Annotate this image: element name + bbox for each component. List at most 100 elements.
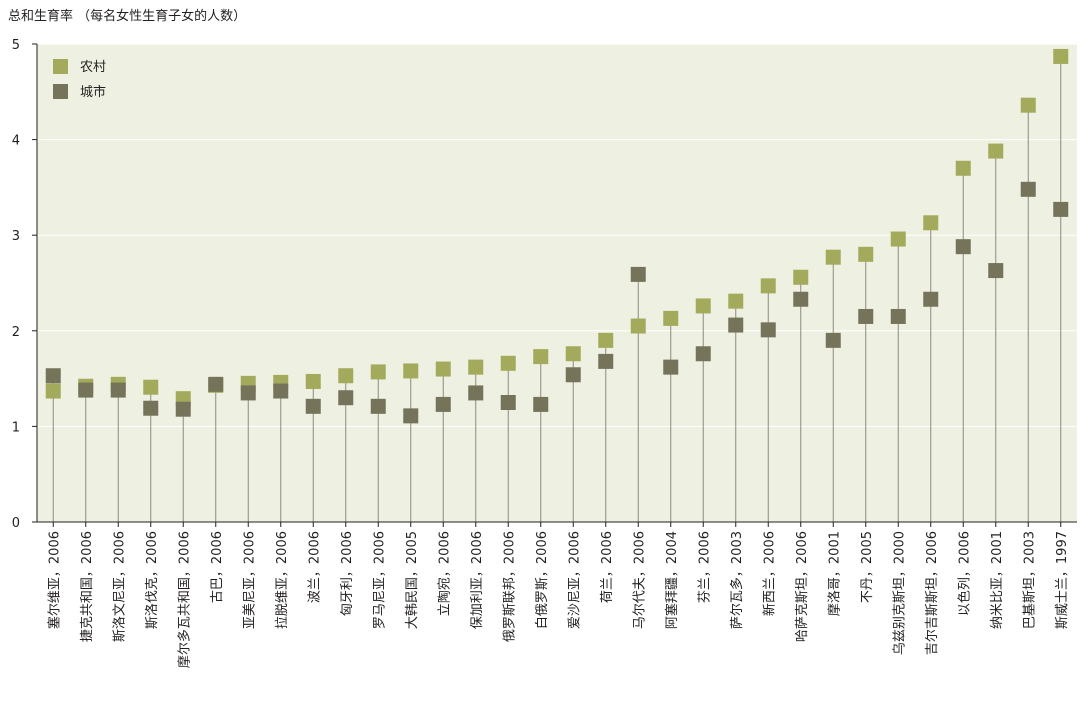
category-label: 以色列，2006	[956, 531, 972, 616]
category-label: 大韩民国，2005	[405, 531, 420, 629]
category-label: 萨尔瓦多，2003	[729, 531, 745, 629]
urban-marker	[858, 308, 874, 324]
legend-swatch	[53, 59, 68, 74]
urban-marker	[793, 291, 809, 307]
category-label: 巴基斯坦，2003	[1022, 531, 1037, 629]
urban-marker	[695, 346, 711, 362]
rural-marker	[435, 361, 451, 377]
category-label: 罗马尼亚，2006	[372, 531, 387, 629]
category-label: 马尔代夫，2006	[632, 531, 647, 629]
legend-swatch	[53, 84, 68, 99]
urban-marker	[825, 332, 841, 348]
urban-marker	[760, 322, 776, 338]
category-label: 哈萨克斯坦，2006	[795, 531, 810, 642]
urban-marker	[598, 353, 614, 369]
urban-marker	[338, 390, 354, 406]
y-tick-label: 1	[12, 420, 20, 435]
rural-marker	[695, 298, 711, 314]
category-label: 保加利亚，2006	[470, 531, 485, 629]
category-label: 斯洛文尼亚，2006	[112, 531, 127, 642]
category-label: 匈牙利，2006	[340, 531, 355, 616]
urban-marker	[663, 359, 679, 375]
urban-marker	[143, 400, 159, 416]
urban-marker	[1020, 181, 1036, 197]
rural-marker	[338, 368, 354, 384]
y-tick-label: 5	[12, 38, 20, 53]
rural-marker	[1020, 97, 1036, 113]
urban-marker	[923, 291, 939, 307]
rural-marker	[793, 269, 809, 285]
rural-marker	[728, 293, 744, 309]
urban-marker	[435, 396, 451, 412]
rural-marker	[890, 231, 906, 247]
rural-marker	[923, 215, 939, 231]
category-label: 阿塞拜疆，2004	[664, 531, 680, 629]
category-label: 波兰，2006	[307, 531, 322, 603]
legend-label: 城市	[80, 84, 106, 100]
rural-marker	[825, 249, 841, 265]
rural-marker	[955, 160, 971, 176]
rural-marker	[370, 364, 386, 380]
urban-marker	[565, 367, 581, 383]
rural-marker	[598, 332, 614, 348]
rural-marker	[305, 373, 321, 389]
legend-label: 农村	[80, 60, 106, 75]
plot-background	[37, 44, 1077, 522]
urban-marker	[110, 382, 126, 398]
rural-marker	[500, 355, 516, 371]
rural-marker	[1053, 48, 1069, 64]
rural-marker	[630, 318, 646, 334]
category-label: 古巴，2006	[210, 531, 225, 603]
rural-marker	[988, 143, 1004, 159]
category-label: 塞尔维亚，2006	[46, 531, 62, 629]
rural-marker	[468, 359, 484, 375]
urban-marker	[208, 376, 224, 392]
urban-marker	[273, 383, 289, 399]
category-label: 立陶宛，2006	[436, 531, 452, 616]
y-tick-label: 0	[12, 516, 20, 531]
rural-marker	[565, 346, 581, 362]
category-label: 捷克共和国，2006	[80, 531, 95, 642]
axes: 0 1 2 3 4 5	[12, 38, 1077, 531]
urban-marker	[890, 308, 906, 324]
chart-title: 总和生育率 （每名女性生育子女的人数）	[8, 9, 247, 24]
category-label: 斯洛伐克，2006	[145, 531, 160, 629]
urban-marker	[403, 408, 419, 424]
urban-marker	[468, 385, 484, 401]
y-tick-label: 4	[12, 134, 20, 149]
urban-marker	[45, 368, 61, 384]
urban-marker	[175, 401, 191, 417]
rural-marker	[143, 379, 159, 395]
rural-marker	[45, 383, 61, 399]
category-label: 荷兰，2006	[600, 531, 615, 603]
category-label: 摩洛哥，2001	[826, 531, 842, 616]
urban-marker	[630, 266, 646, 282]
urban-marker	[1053, 201, 1069, 217]
category-label: 亚美尼亚，2006	[242, 531, 257, 629]
category-label: 拉脱维亚，2006	[275, 531, 290, 629]
category-label: 白俄罗斯，2006	[534, 531, 550, 629]
category-labels: 塞尔维亚，2006 捷克共和国，2006 斯洛文尼亚，2006 斯洛伐克，2006 摩尔…	[46, 531, 1070, 668]
category-label: 斯威士兰，1997	[1055, 531, 1070, 629]
rural-marker	[858, 246, 874, 262]
y-tick-label: 2	[12, 325, 20, 340]
category-label: 纳米比亚，2001	[990, 531, 1005, 629]
category-label: 芬兰，2006	[697, 531, 712, 603]
urban-marker	[728, 317, 744, 333]
data-markers	[45, 48, 1069, 424]
category-label: 新西兰，2006	[761, 531, 777, 616]
category-label: 乌兹别克斯坦，2000	[891, 531, 907, 655]
category-label: 俄罗斯联邦，2006	[502, 531, 517, 642]
rural-marker	[760, 278, 776, 294]
rural-marker	[533, 349, 549, 365]
urban-marker	[370, 398, 386, 414]
urban-marker	[305, 398, 321, 414]
category-label: 爱沙尼亚，2006	[567, 531, 582, 629]
rural-marker	[663, 310, 679, 326]
category-label: 摩尔多瓦共和国，2006	[176, 531, 192, 668]
category-label: 不丹，2005	[860, 531, 875, 603]
urban-marker	[500, 395, 516, 410]
urban-marker	[240, 385, 256, 401]
